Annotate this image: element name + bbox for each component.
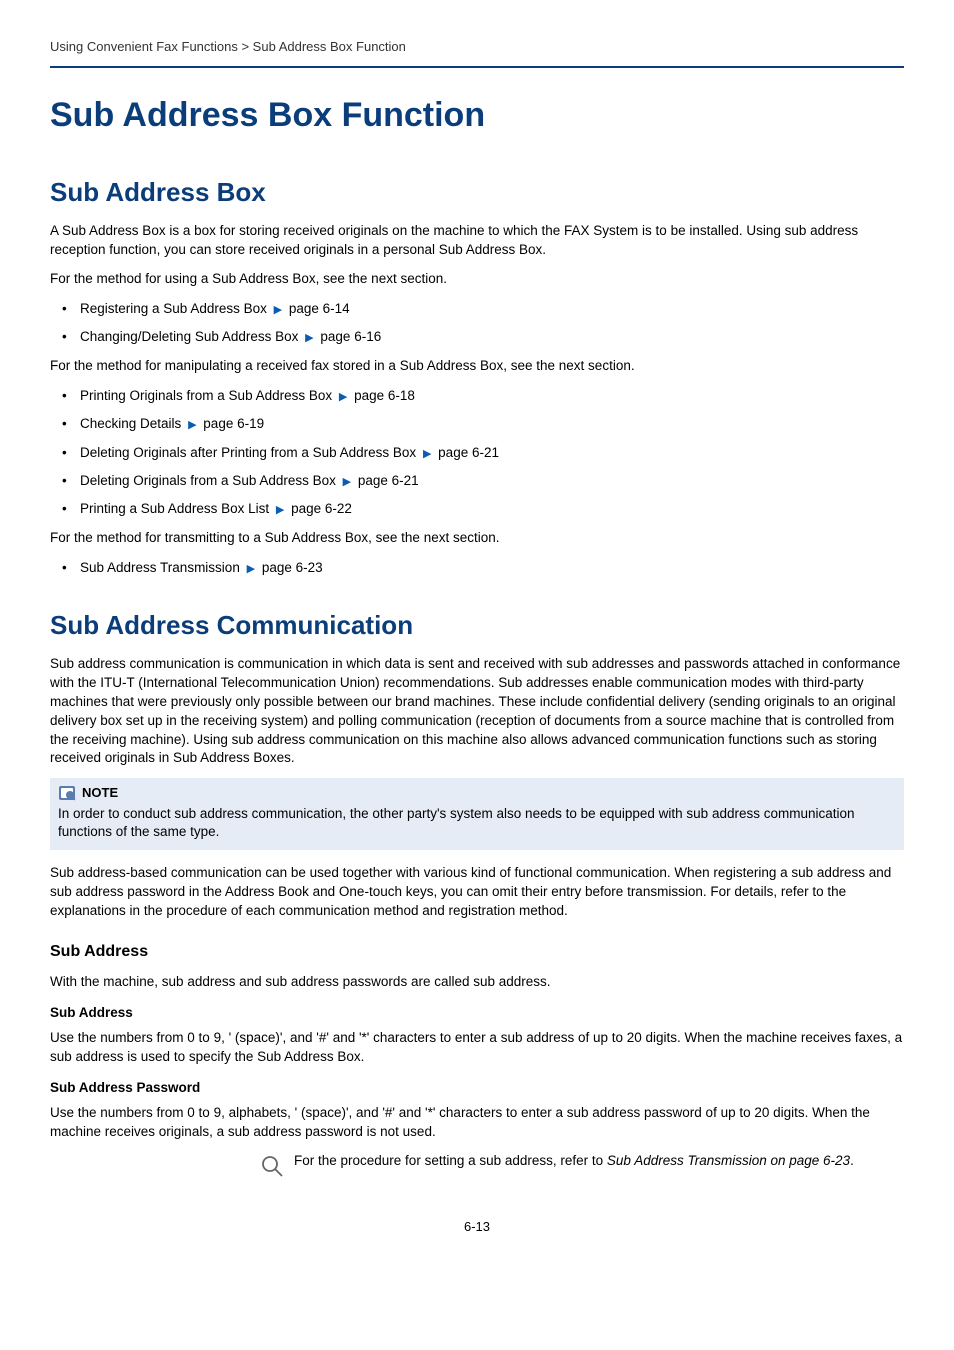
link-list: Registering a Sub Address Box ▶ page 6-1… <box>50 299 904 348</box>
divider <box>50 66 904 68</box>
list-item: Printing a Sub Address Box List ▶ page 6… <box>50 499 904 519</box>
magnifier-icon <box>260 1154 284 1178</box>
breadcrumb: Using Convenient Fax Functions > Sub Add… <box>50 38 904 56</box>
arrow-icon: ▶ <box>343 474 351 491</box>
section-heading-sub-address-box: Sub Address Box <box>50 174 904 210</box>
reference-text: For the procedure for setting a sub addr… <box>294 1152 854 1171</box>
page-ref[interactable]: page 6-19 <box>203 416 264 431</box>
lead-paragraph: For the method for transmitting to a Sub… <box>50 529 904 548</box>
list-item: Registering a Sub Address Box ▶ page 6-1… <box>50 299 904 319</box>
note-icon <box>58 785 76 801</box>
note-header: NOTE <box>58 784 896 802</box>
arrow-icon: ▶ <box>423 446 431 463</box>
list-item: Checking Details ▶ page 6-19 <box>50 414 904 434</box>
body-paragraph: Use the numbers from 0 to 9, ' (space)',… <box>50 1029 904 1067</box>
list-item: Deleting Originals after Printing from a… <box>50 443 904 463</box>
link-text[interactable]: Registering a Sub Address Box <box>80 301 267 316</box>
link-text[interactable]: Deleting Originals from a Sub Address Bo… <box>80 473 336 488</box>
list-item: Deleting Originals from a Sub Address Bo… <box>50 471 904 491</box>
link-list: Sub Address Transmission ▶ page 6-23 <box>50 558 904 578</box>
sub-address-heading: Sub Address <box>50 1004 904 1023</box>
list-item: Sub Address Transmission ▶ page 6-23 <box>50 558 904 578</box>
list-item: Printing Originals from a Sub Address Bo… <box>50 386 904 406</box>
lead-paragraph: For the method for manipulating a receiv… <box>50 357 904 376</box>
page-ref[interactable]: page 6-23 <box>262 560 323 575</box>
page-ref[interactable]: page 6-21 <box>358 473 419 488</box>
body-paragraph: With the machine, sub address and sub ad… <box>50 973 904 992</box>
subsection-heading-sub-address: Sub Address <box>50 941 904 963</box>
ref-link[interactable]: Sub Address Transmission on page 6-23 <box>607 1153 850 1168</box>
body-paragraph: Use the numbers from 0 to 9, alphabets, … <box>50 1104 904 1142</box>
note-box: NOTE In order to conduct sub address com… <box>50 778 904 850</box>
page-ref[interactable]: page 6-14 <box>289 301 350 316</box>
page-ref[interactable]: page 6-21 <box>438 445 499 460</box>
page-ref[interactable]: page 6-18 <box>354 388 415 403</box>
lead-paragraph: For the method for using a Sub Address B… <box>50 270 904 289</box>
link-text[interactable]: Checking Details <box>80 416 181 431</box>
link-list: Printing Originals from a Sub Address Bo… <box>50 386 904 519</box>
link-text[interactable]: Deleting Originals after Printing from a… <box>80 445 416 460</box>
ref-tail: . <box>850 1153 854 1168</box>
arrow-icon: ▶ <box>274 302 282 319</box>
page-title: Sub Address Box Function <box>50 92 904 140</box>
page-ref[interactable]: page 6-22 <box>291 501 352 516</box>
arrow-icon: ▶ <box>305 330 313 347</box>
body-paragraph: Sub address communication is communicati… <box>50 655 904 768</box>
note-text: In order to conduct sub address communic… <box>58 805 896 843</box>
ref-lead: For the procedure for setting a sub addr… <box>294 1153 607 1168</box>
section-heading-sub-address-communication: Sub Address Communication <box>50 607 904 643</box>
page-number: 6-13 <box>50 1218 904 1236</box>
list-item: Changing/Deleting Sub Address Box ▶ page… <box>50 327 904 347</box>
link-text[interactable]: Printing Originals from a Sub Address Bo… <box>80 388 332 403</box>
link-text[interactable]: Sub Address Transmission <box>80 560 240 575</box>
reference-row: For the procedure for setting a sub addr… <box>260 1152 904 1178</box>
arrow-icon: ▶ <box>339 389 347 406</box>
link-text[interactable]: Changing/Deleting Sub Address Box <box>80 329 298 344</box>
page-ref[interactable]: page 6-16 <box>320 329 381 344</box>
arrow-icon: ▶ <box>276 502 284 519</box>
body-paragraph: Sub address-based communication can be u… <box>50 864 904 921</box>
intro-paragraph: A Sub Address Box is a box for storing r… <box>50 222 904 260</box>
arrow-icon: ▶ <box>188 417 196 434</box>
note-label: NOTE <box>82 784 118 802</box>
link-text[interactable]: Printing a Sub Address Box List <box>80 501 269 516</box>
sub-address-password-heading: Sub Address Password <box>50 1079 904 1098</box>
arrow-icon: ▶ <box>247 561 255 578</box>
